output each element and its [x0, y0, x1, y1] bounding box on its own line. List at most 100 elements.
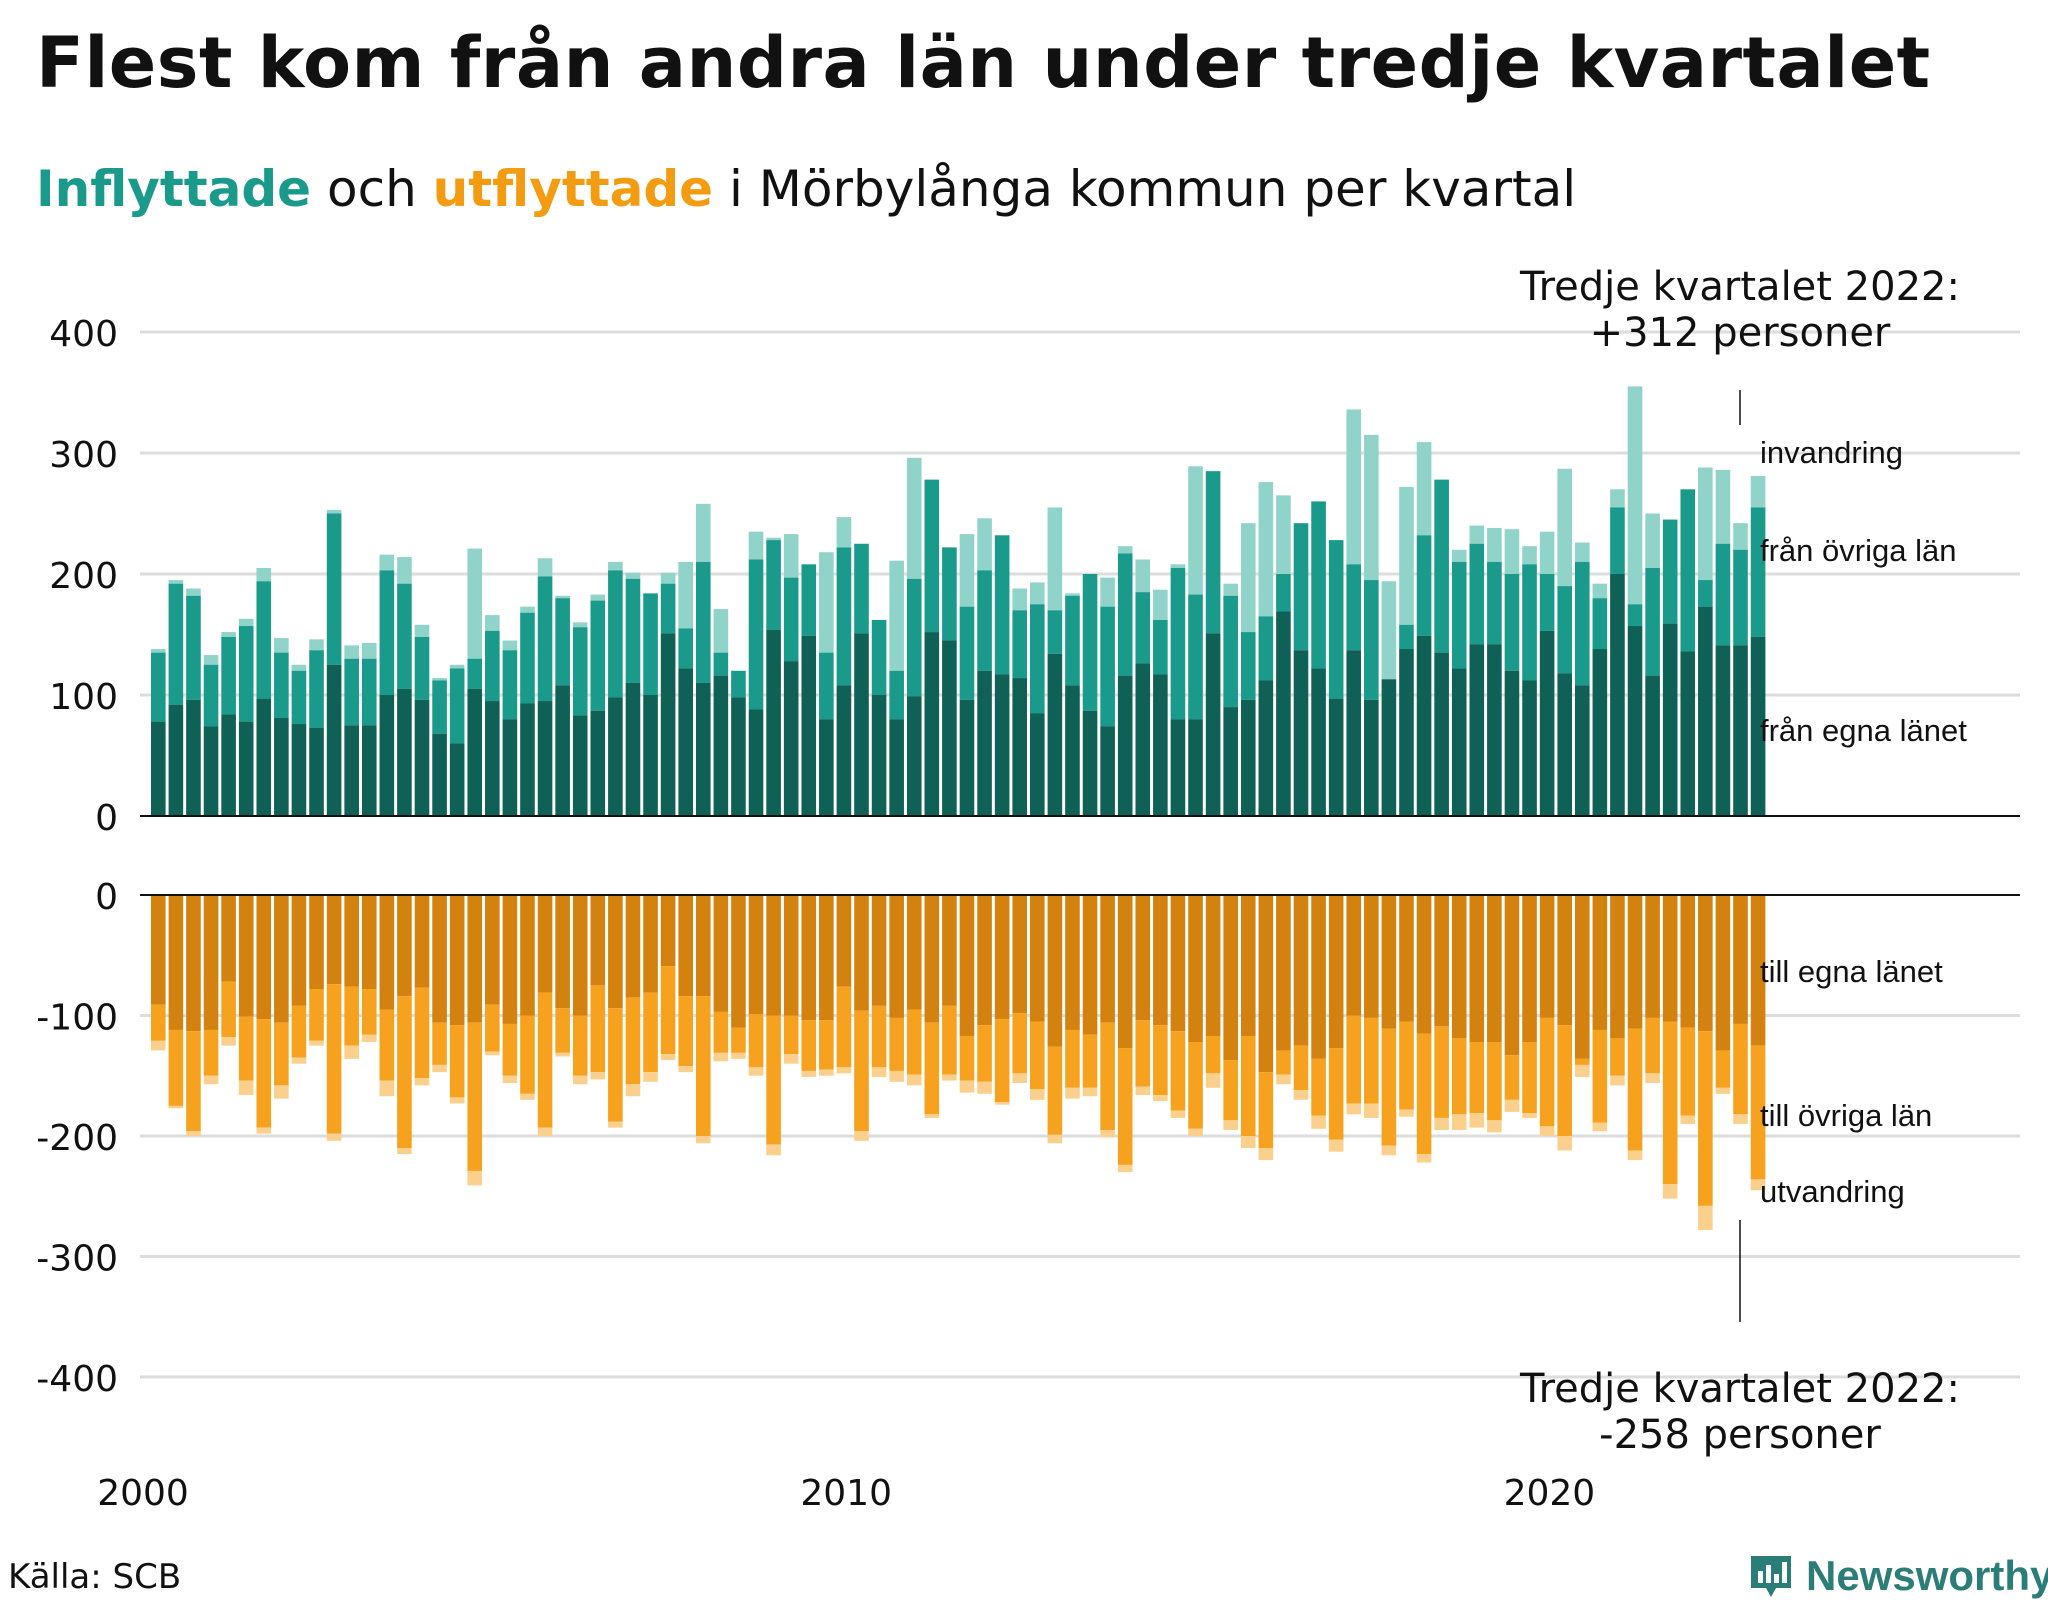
bar-invandring [1100, 577, 1115, 607]
bar-fran-ovriga-lan [1346, 564, 1362, 651]
bar-till-egna-lanet [221, 895, 236, 982]
bar-fran-ovriga-lan [203, 664, 219, 727]
y-tick-label-top: 200 [49, 556, 118, 597]
bar-till-egna-lanet [1346, 895, 1362, 1016]
bar-invandring [1750, 475, 1766, 508]
bar-utvandring [520, 1093, 535, 1100]
bar-utvandring [502, 1075, 518, 1083]
bar-till-ovriga-lan [449, 1025, 465, 1098]
bar-utvandring [274, 1085, 289, 1099]
bar-till-ovriga-lan [1223, 1060, 1238, 1121]
bar-till-egna-lanet [1293, 895, 1309, 1046]
bar-utvandring [924, 1114, 940, 1118]
bar-invandring [449, 664, 465, 669]
bar-till-egna-lanet [766, 895, 781, 1016]
bar-till-egna-lanet [801, 895, 817, 1021]
bar-till-egna-lanet [994, 895, 1010, 1020]
bar-till-egna-lanet [1188, 895, 1203, 1043]
bar-utvandring [608, 1121, 623, 1128]
bar-till-ovriga-lan [1293, 1045, 1309, 1091]
bar-till-egna-lanet [1047, 895, 1063, 1047]
bar-utvandring [906, 1074, 922, 1086]
y-tick-label-bottom: -200 [36, 1118, 118, 1159]
bar-till-ovriga-lan [836, 986, 852, 1068]
y-tick-label-top: 0 [95, 798, 118, 839]
bar-fran-ovriga-lan [959, 606, 975, 700]
bar-utvandring [1574, 1064, 1590, 1077]
bar-invandring [1030, 582, 1045, 605]
bar-till-ovriga-lan [871, 1005, 887, 1068]
bar-invandring [783, 534, 799, 578]
bar-utvandring [309, 1040, 324, 1046]
bar-fran-egna-lanet [836, 685, 852, 816]
bar-invandring [1487, 528, 1502, 562]
bar-invandring [836, 517, 852, 548]
bar-fran-egna-lanet [1733, 645, 1748, 816]
bar-fran-egna-lanet [590, 710, 606, 816]
bar-utvandring [1135, 1086, 1151, 1096]
y-tick-label-top: 100 [49, 677, 118, 718]
bar-fran-egna-lanet [1364, 699, 1379, 816]
bar-till-egna-lanet [1715, 895, 1731, 1051]
bar-utvandring [1451, 1114, 1467, 1130]
bar-invandring [1364, 434, 1379, 581]
bar-fran-ovriga-lan [186, 595, 201, 700]
bar-till-ovriga-lan [713, 1011, 729, 1053]
bar-till-egna-lanet [397, 895, 412, 997]
bar-fran-egna-lanet [186, 699, 201, 816]
bar-fran-ovriga-lan [520, 612, 535, 704]
bar-till-ovriga-lan [643, 992, 658, 1073]
bar-utvandring [836, 1067, 852, 1074]
bar-utvandring [1047, 1134, 1063, 1144]
y-tick-label-bottom: -100 [36, 998, 118, 1039]
bar-utvandring [1399, 1109, 1414, 1117]
bar-invandring [977, 518, 992, 571]
bar-invandring [1117, 546, 1133, 554]
bar-till-egna-lanet [1258, 895, 1274, 1073]
bar-fran-egna-lanet [397, 688, 412, 816]
bar-utvandring [1258, 1148, 1274, 1161]
bar-fran-ovriga-lan [819, 652, 834, 720]
bar-fran-ovriga-lan [889, 670, 904, 720]
bar-fran-egna-lanet [520, 703, 535, 816]
bar-till-ovriga-lan [203, 1029, 219, 1076]
bar-fran-egna-lanet [906, 696, 922, 816]
bar-invandring [221, 632, 236, 637]
bar-fran-ovriga-lan [590, 600, 606, 711]
bar-till-ovriga-lan [520, 1015, 535, 1094]
bar-utvandring [1610, 1075, 1625, 1086]
bar-fran-egna-lanet [485, 701, 500, 816]
bar-till-ovriga-lan [1451, 1038, 1467, 1115]
bar-till-egna-lanet [432, 895, 447, 1023]
bar-fran-ovriga-lan [1205, 471, 1221, 634]
bar-fran-ovriga-lan [1733, 549, 1748, 646]
bar-till-egna-lanet [1469, 895, 1485, 1043]
bar-invandring [1451, 549, 1467, 562]
bar-till-egna-lanet [977, 895, 992, 1026]
bar-fran-ovriga-lan [449, 668, 465, 744]
bar-till-ovriga-lan [1364, 1017, 1379, 1104]
bar-till-ovriga-lan [467, 1022, 483, 1171]
bar-utvandring [1082, 1087, 1098, 1097]
bar-invandring [766, 537, 781, 541]
bar-till-egna-lanet [485, 895, 500, 1005]
bar-till-ovriga-lan [274, 1022, 289, 1086]
bar-fran-egna-lanet [1539, 630, 1555, 816]
bar-till-ovriga-lan [344, 986, 359, 1046]
bar-utvandring [1012, 1073, 1028, 1083]
bar-fran-ovriga-lan [1680, 489, 1696, 652]
bar-till-ovriga-lan [186, 1031, 201, 1132]
bar-till-ovriga-lan [238, 1016, 254, 1081]
bar-till-ovriga-lan [1733, 1023, 1748, 1115]
bar-utvandring [238, 1080, 254, 1096]
bar-utvandring [1223, 1120, 1238, 1130]
bar-till-ovriga-lan [291, 1005, 307, 1058]
bar-fran-egna-lanet [678, 668, 693, 816]
bar-till-ovriga-lan [1328, 1048, 1344, 1140]
bar-fran-ovriga-lan [1434, 479, 1449, 653]
bar-invandring [309, 639, 324, 651]
bar-till-ovriga-lan [221, 981, 236, 1038]
bar-till-egna-lanet [1610, 895, 1625, 1039]
bar-utvandring [291, 1057, 307, 1064]
bar-fran-egna-lanet [238, 721, 254, 816]
